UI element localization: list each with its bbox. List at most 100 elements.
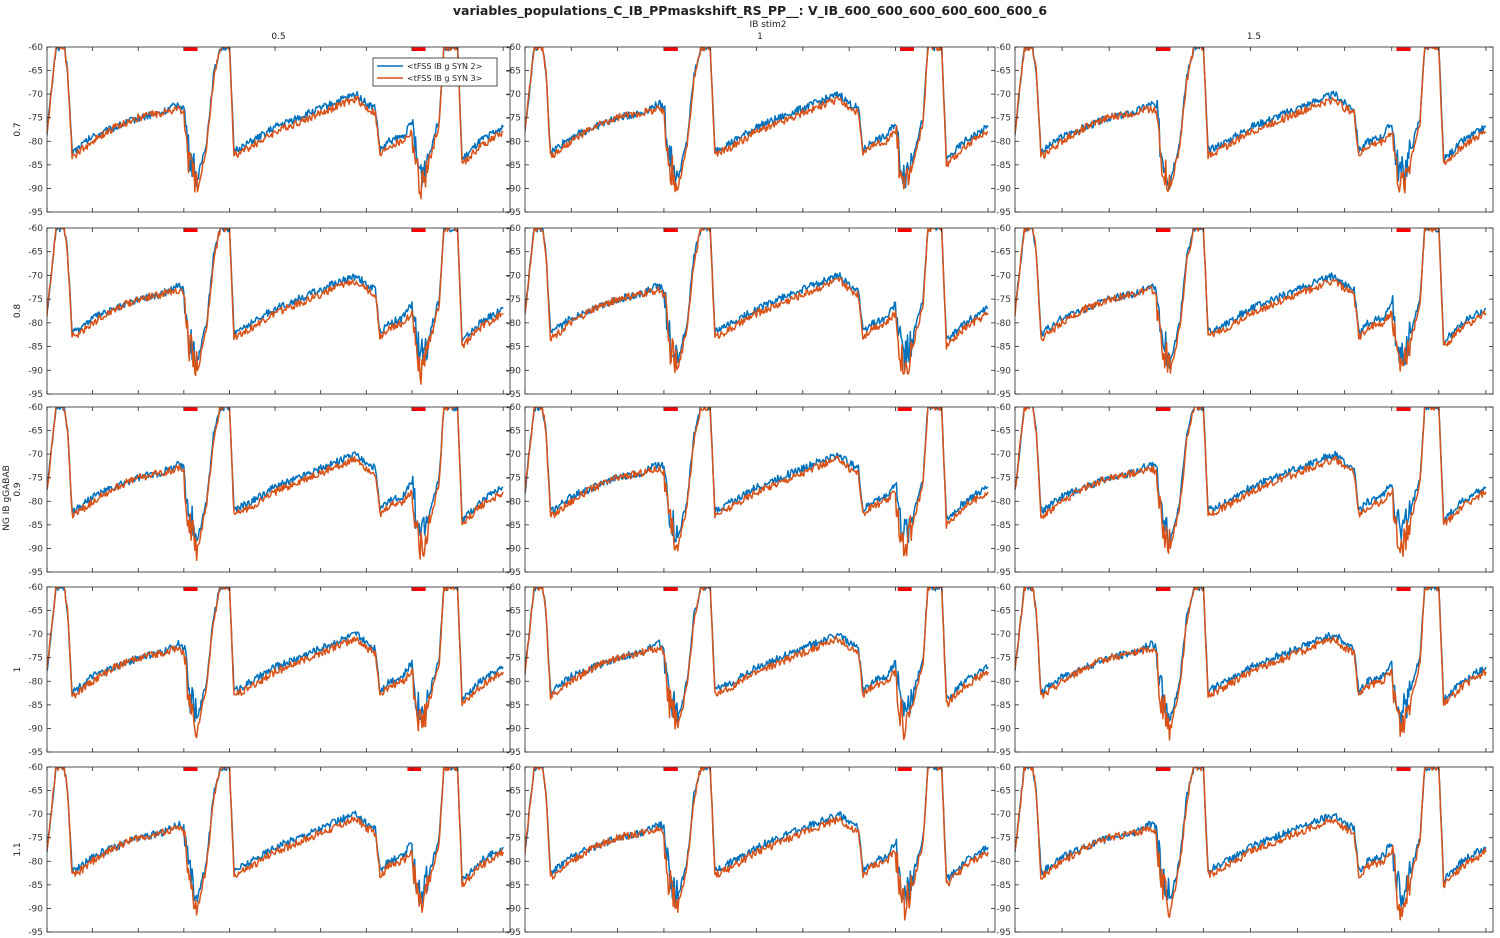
series-syn2-line [1015,47,1487,190]
y-tick-label: -95 [996,390,1011,400]
stimulus-marker [1396,228,1411,232]
y-tick-label: -95 [28,748,43,758]
y-tick-label: -60 [506,583,521,593]
y-tick-label: -95 [28,208,43,218]
y-tick-label: -75 [506,654,521,664]
y-tick-label: -80 [28,677,43,687]
y-tick-label: -65 [28,67,43,77]
y-tick-label: -65 [28,427,43,437]
y-tick-label: -85 [28,881,43,891]
stimulus-marker [183,587,198,591]
row-label: 0.9 [13,482,23,497]
y-tick-label: -60 [996,224,1011,234]
row-label: 1 [13,667,23,673]
series-syn2-line [47,228,504,372]
series-syn2-line [525,407,989,544]
y-tick-label: -75 [506,834,521,844]
stimulus-marker [897,407,912,411]
axes-box [524,766,996,933]
row-label: 1.1 [13,842,23,856]
y-tick-label: -95 [996,208,1011,218]
y-tick-label: -60 [28,224,43,234]
subplot-panel: 0200400600800100012001400160018002000-95… [28,763,511,938]
y-tick-label: -80 [506,319,521,329]
series-syn3-line [525,407,989,557]
y-tick-label: -70 [996,90,1011,100]
stimulus-marker [1396,407,1411,411]
figure-title: variables_populations_C_IB_PPmaskshift_R… [453,3,1048,19]
subplot-panel: 0200400600800100012001400160018002000-95… [996,763,1494,938]
column-label: 1.5 [1247,32,1261,42]
series-syn3-line [47,47,504,200]
stimulus-marker [663,228,678,232]
y-tick-label: -75 [996,114,1011,124]
stimulus-marker [411,228,426,232]
axes-box [46,46,511,213]
y-tick-label: -85 [506,881,521,891]
y-tick-label: -95 [996,928,1011,938]
subplot-panel: -95 -90 -85 -80 -75 -70 -65 -60 [996,403,1494,578]
y-tick-label: -65 [506,787,521,797]
y-tick-label: -85 [996,161,1011,171]
panel-grid: 0.5 1 1.5 0.7 -95 -90 -85 -80 -75 -70 -65 -60 -95 -90… [13,32,1494,938]
y-tick-label: -75 [28,295,43,305]
subplot-panel: -95 -90 -85 -80 -75 -70 -65 -60 [28,224,511,400]
y-tick-label: -65 [996,607,1011,617]
series-syn3-line [47,407,504,562]
series-syn2-line [1015,587,1487,724]
axes-box [46,586,511,753]
y-tick-label: -95 [506,390,521,400]
y-tick-label: -70 [996,630,1011,640]
y-tick-label: -75 [28,114,43,124]
y-tick-label: -65 [506,427,521,437]
stimulus-marker [663,47,678,51]
axes-box [1014,406,1494,573]
y-tick-label: -85 [28,701,43,711]
stimulus-marker [1156,767,1171,771]
y-tick-label: -95 [996,748,1011,758]
y-tick-label: -70 [506,630,521,640]
y-tick-label: -60 [996,583,1011,593]
y-tick-label: -90 [996,724,1011,734]
subplot-panel: -95 -90 -85 -80 -75 -70 -65 -60 [28,583,511,758]
stimulus-marker [663,587,678,591]
y-tick-label: -70 [506,810,521,820]
y-tick-label: -60 [28,763,43,773]
subplot-panel: -95 -90 -85 -80 -75 -70 -65 -60 [996,43,1494,218]
y-tick-label: -75 [506,114,521,124]
y-tick-label: -60 [996,763,1011,773]
y-tick-label: -80 [506,857,521,867]
y-tick-label: -80 [506,677,521,687]
subplot-panel: -95 -90 -85 -80 -75 -70 -65 -60 [28,403,511,578]
y-tick-label: -60 [506,763,521,773]
y-tick-label: -80 [996,857,1011,867]
y-tick-label: -60 [28,403,43,413]
y-tick-label: -65 [506,607,521,617]
series-syn3-line [1015,228,1487,374]
y-tick-label: -65 [28,787,43,797]
y-tick-label: -85 [28,521,43,531]
y-tick-label: -90 [996,366,1011,376]
y-tick-label: -95 [28,568,43,578]
series-syn3-line [1015,587,1487,741]
y-tick-label: -65 [996,67,1011,77]
stimulus-marker [1396,767,1411,771]
stimulus-marker [183,228,198,232]
y-tick-label: -70 [506,90,521,100]
column-label: 1 [757,32,763,42]
axes-box [1014,46,1494,213]
y-tick-label: -95 [28,928,43,938]
stimulus-marker [1396,587,1411,591]
series-syn2-line [525,228,989,372]
axes-box [1014,586,1494,753]
series-syn3-line [525,587,989,741]
y-tick-label: -65 [506,248,521,258]
y-tick-label: -80 [28,857,43,867]
y-tick-label: -60 [28,43,43,53]
series-syn2-line [47,767,504,905]
y-tick-label: -70 [996,271,1011,281]
series-syn2-line [1015,767,1487,908]
stimulus-marker [663,767,678,771]
series-syn3-line [525,47,989,193]
series-syn2-line [525,767,989,905]
